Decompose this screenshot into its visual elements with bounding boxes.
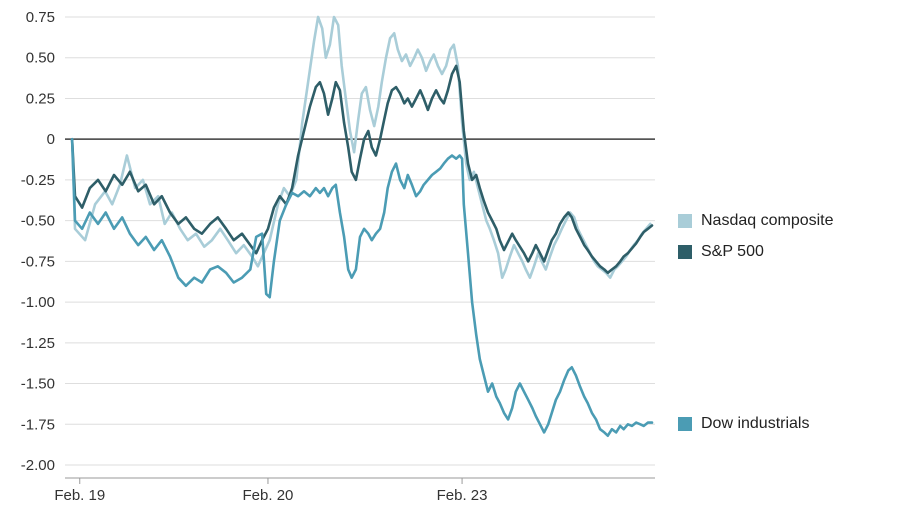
svg-text:Feb. 20: Feb. 20 — [243, 487, 294, 504]
svg-text:-1.25: -1.25 — [21, 335, 55, 352]
svg-text:-0.75: -0.75 — [21, 253, 55, 270]
svg-text:0.25: 0.25 — [26, 90, 55, 107]
svg-text:-1.50: -1.50 — [21, 376, 55, 393]
svg-text:Feb. 23: Feb. 23 — [437, 487, 488, 504]
svg-text:0.50: 0.50 — [26, 50, 55, 67]
legend-item-sp500: S&P 500 — [678, 243, 764, 261]
legend-item-dow: Dow industrials — [678, 415, 809, 433]
svg-text:-1.00: -1.00 — [21, 294, 55, 311]
sp500-legend-swatch-icon — [678, 245, 692, 259]
svg-text:-1.75: -1.75 — [21, 416, 55, 433]
svg-text:Feb. 19: Feb. 19 — [54, 487, 105, 504]
legend-label-sp500: S&P 500 — [701, 243, 764, 260]
legend-item-nasdaq: Nasdaq composite — [678, 212, 834, 230]
dow-legend-swatch-icon — [678, 417, 692, 431]
nasdaq-legend-swatch-icon — [678, 214, 692, 228]
svg-text:-2.00: -2.00 — [21, 457, 55, 474]
svg-text:-0.25: -0.25 — [21, 172, 55, 189]
svg-text:-0.50: -0.50 — [21, 213, 55, 230]
legend-label-nasdaq: Nasdaq composite — [701, 212, 834, 229]
svg-text:0: 0 — [47, 131, 55, 148]
svg-text:0.75: 0.75 — [26, 9, 55, 26]
legend-label-dow: Dow industrials — [701, 415, 810, 432]
